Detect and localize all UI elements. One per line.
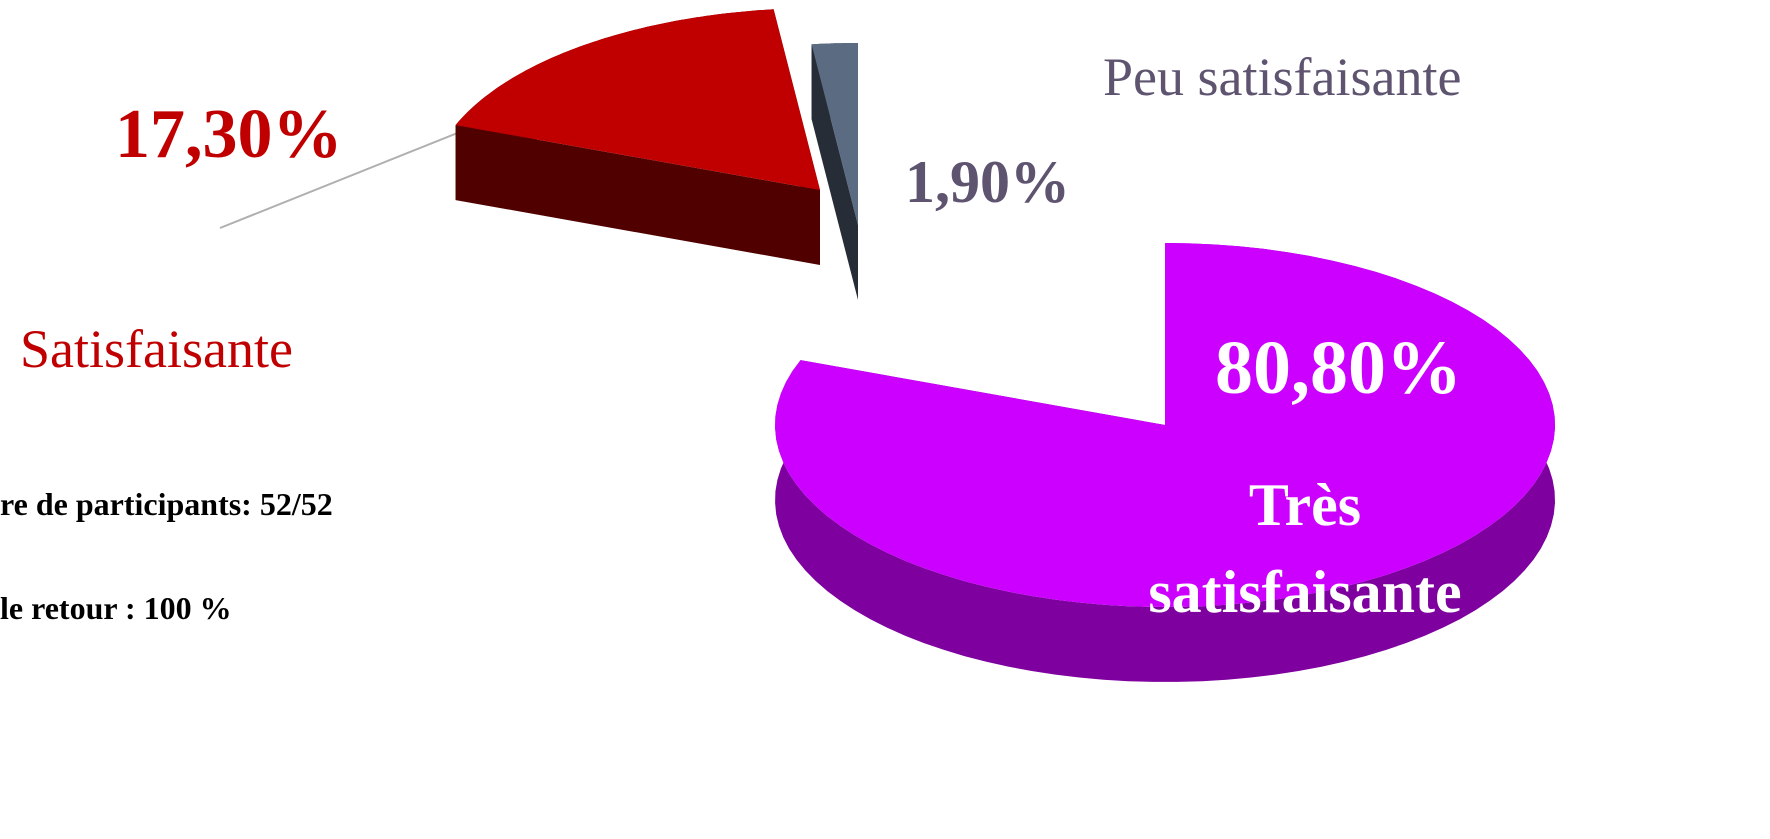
value-label: 17,30% [115, 96, 343, 173]
value-label: 1,90% [905, 149, 1070, 215]
slice-edge [811, 44, 858, 300]
category-label: Très satisfaisante [1148, 472, 1462, 625]
annotation: le retour : 100 % [0, 590, 232, 626]
slice [811, 43, 858, 225]
slice-edge [455, 125, 820, 265]
annotation: re de participants: 52/52 [0, 486, 333, 522]
slice [455, 9, 820, 190]
category-label: Satisfaisante [20, 319, 293, 379]
value-label: 80,80% [1215, 326, 1462, 410]
pie [455, 9, 1555, 682]
slice [775, 243, 1555, 607]
category-label: Peu satisfaisante [1103, 47, 1462, 107]
